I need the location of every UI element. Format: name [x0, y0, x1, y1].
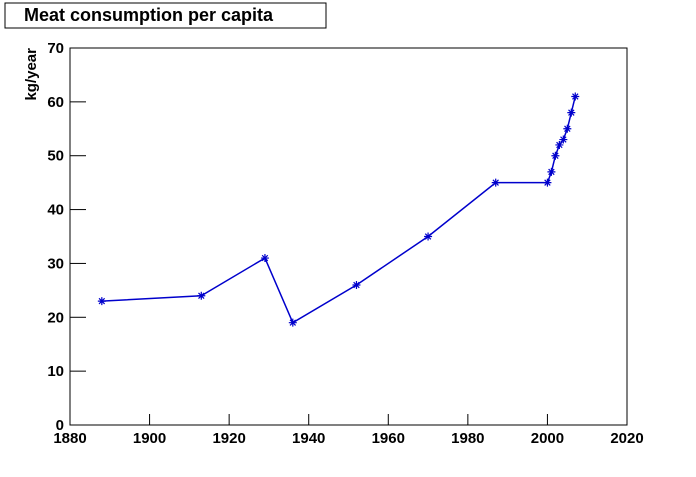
y-tick-label: 20	[47, 309, 64, 326]
x-tick-label: 1920	[212, 430, 245, 447]
x-tick-label: 2000	[531, 430, 564, 447]
title-box	[4, 2, 327, 29]
point-marker	[424, 232, 433, 241]
point-marker	[352, 280, 361, 289]
x-tick-label: 2020	[610, 430, 643, 447]
x-tick-label: 1960	[372, 430, 405, 447]
point-marker	[491, 178, 500, 187]
point-marker	[547, 167, 556, 176]
point-marker	[559, 135, 568, 144]
y-axis-label: kg/year	[23, 48, 40, 101]
x-tick-label: 1880	[53, 430, 86, 447]
plot-frame	[69, 47, 628, 426]
point-marker	[260, 254, 269, 263]
point-marker	[551, 151, 560, 160]
point-marker	[563, 124, 572, 133]
x-tick-label: 1940	[292, 430, 325, 447]
point-marker	[288, 318, 297, 327]
y-tick-label: 40	[47, 202, 64, 219]
y-tick-label: 0	[56, 417, 64, 434]
y-tick-label: 30	[47, 255, 64, 272]
y-tick-label: 70	[47, 40, 64, 57]
x-tick-label: 1900	[133, 430, 166, 447]
point-marker	[543, 178, 552, 187]
y-tick-label: 50	[47, 148, 64, 165]
point-marker	[555, 140, 564, 149]
y-tick-label: 10	[47, 363, 64, 380]
point-marker	[567, 108, 576, 117]
chart-title: Meat consumption per capita	[24, 5, 274, 25]
point-marker	[197, 291, 206, 300]
x-tick-label: 1980	[451, 430, 484, 447]
point-marker	[97, 297, 106, 306]
point-marker	[571, 92, 580, 101]
y-tick-label: 60	[47, 94, 64, 111]
